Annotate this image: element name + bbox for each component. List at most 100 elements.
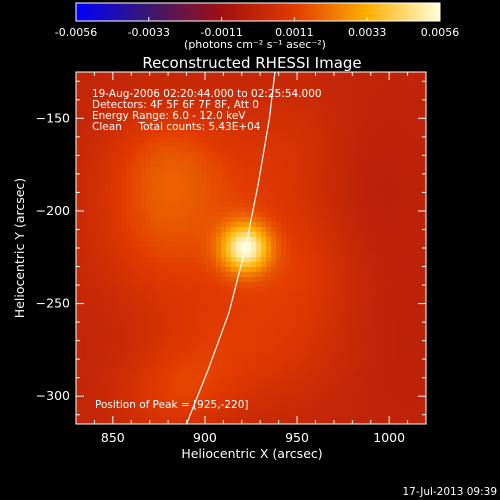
heatmap-pixel [361,212,367,218]
heatmap-pixel [276,167,282,173]
heatmap-pixel [296,97,302,103]
heatmap-pixel [406,362,412,368]
heatmap-pixel [406,322,412,328]
heatmap-pixel [416,142,422,148]
heatmap-pixel [331,132,337,138]
heatmap-pixel [86,212,92,218]
heatmap-pixel [371,252,377,258]
heatmap-pixel [76,197,82,203]
heatmap-pixel [341,292,347,298]
heatmap-pixel [96,192,102,198]
heatmap-pixel [141,252,147,258]
heatmap-pixel [166,372,172,378]
heatmap-pixel [341,112,347,118]
heatmap-pixel [401,337,407,343]
heatmap-pixel [371,407,377,413]
heatmap-pixel [241,392,247,398]
heatmap-pixel [191,212,197,218]
heatmap-pixel [136,412,142,418]
heatmap-pixel [356,112,362,118]
heatmap-pixel [181,142,187,148]
heatmap-pixel [186,197,192,203]
heatmap-pixel [96,167,102,173]
heatmap-pixel [216,287,222,293]
heatmap-pixel [386,292,392,298]
heatmap-pixel [141,187,147,193]
heatmap-pixel [81,227,87,233]
heatmap-pixel [166,387,172,393]
heatmap-pixel [291,132,297,138]
heatmap-pixel [316,117,322,123]
heatmap-pixel [341,92,347,98]
heatmap-pixel [256,237,262,243]
heatmap-pixel [201,327,207,333]
heatmap-pixel [351,322,357,328]
heatmap-pixel [186,422,192,424]
heatmap-pixel [211,157,217,163]
heatmap-pixel [321,302,327,308]
heatmap-pixel [236,192,242,198]
heatmap-pixel [76,392,82,398]
heatmap-pixel [251,147,257,153]
heatmap-pixel [211,112,217,118]
heatmap-pixel [111,367,117,373]
heatmap-pixel [291,392,297,398]
heatmap-pixel [96,367,102,373]
heatmap-pixel [386,262,392,268]
heatmap-pixel [256,407,262,413]
heatmap-pixel [121,387,127,393]
heatmap-pixel [206,212,212,218]
heatmap-pixel [261,312,267,318]
heatmap-pixel [96,232,102,238]
heatmap-pixel [191,187,197,193]
heatmap-pixel [316,77,322,83]
heatmap-pixel [246,237,252,243]
heatmap-pixel [296,182,302,188]
heatmap-pixel [316,217,322,223]
heatmap-pixel [281,187,287,193]
heatmap-pixel [146,122,152,128]
heatmap-pixel [256,287,262,293]
heatmap-pixel [316,322,322,328]
heatmap-pixel [306,272,312,278]
heatmap-pixel [361,357,367,363]
heatmap-pixel [206,317,212,323]
heatmap-pixel [316,197,322,203]
heatmap-pixel [281,327,287,333]
heatmap-pixel [381,202,387,208]
heatmap-pixel [151,72,157,78]
heatmap-pixel [411,137,417,143]
heatmap-pixel [396,112,402,118]
heatmap-pixel [276,247,282,253]
heatmap-pixel [251,242,257,248]
heatmap-pixel [221,227,227,233]
heatmap-pixel [401,87,407,93]
heatmap-pixel [136,117,142,123]
heatmap-pixel [81,422,87,424]
heatmap-pixel [286,312,292,318]
heatmap-pixel [386,82,392,88]
heatmap-pixel [86,97,92,103]
heatmap-pixel [346,382,352,388]
heatmap-pixel [106,192,112,198]
heatmap-pixel [96,322,102,328]
heatmap-pixel [126,112,132,118]
heatmap-pixel [126,207,132,213]
heatmap-pixel [156,362,162,368]
heatmap-pixel [196,187,202,193]
heatmap-pixel [166,392,172,398]
heatmap-pixel [371,212,377,218]
heatmap-pixel [186,102,192,108]
heatmap-pixel [211,327,217,333]
heatmap-pixel [271,252,277,258]
heatmap-pixel [271,192,277,198]
heatmap-pixel [131,322,137,328]
heatmap-pixel [311,117,317,123]
heatmap-pixel [296,232,302,238]
heatmap-pixel [381,377,387,383]
heatmap-pixel [91,317,97,323]
heatmap-pixel [176,262,182,268]
heatmap-pixel [196,367,202,373]
heatmap-pixel [336,217,342,223]
heatmap-pixel [326,412,332,418]
